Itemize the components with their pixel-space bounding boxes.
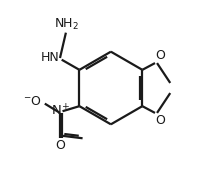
Text: NH$_2$: NH$_2$ <box>54 17 79 32</box>
Text: $^{-}$O: $^{-}$O <box>23 95 42 108</box>
Text: O: O <box>55 139 65 152</box>
Text: HN: HN <box>40 51 59 64</box>
Text: N$^{+}$: N$^{+}$ <box>51 104 70 119</box>
Text: O: O <box>155 114 165 127</box>
Text: O: O <box>155 49 165 62</box>
